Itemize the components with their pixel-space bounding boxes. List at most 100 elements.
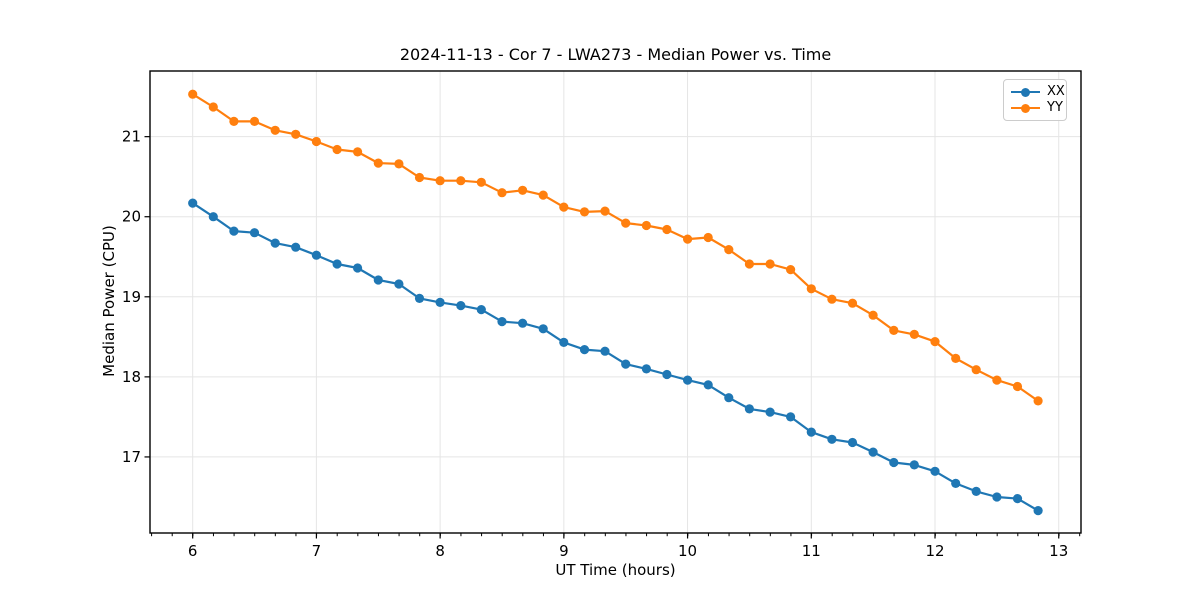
data-point xyxy=(291,242,301,252)
legend-marker-yy-icon xyxy=(1011,103,1040,113)
data-point xyxy=(786,265,796,275)
y-tick-label: 17 xyxy=(122,448,141,466)
legend-label-xx: XX xyxy=(1047,84,1065,99)
tick-labels: 6 7 8 9 10 11 12 13 17 18 19 20 21 xyxy=(122,128,1068,560)
data-point xyxy=(621,218,631,228)
data-point xyxy=(930,337,940,347)
data-point xyxy=(394,159,404,169)
data-point xyxy=(249,116,260,126)
data-point xyxy=(456,301,466,311)
data-point xyxy=(744,259,755,269)
data-point xyxy=(724,245,734,255)
y-tick-label: 21 xyxy=(122,128,141,146)
data-point xyxy=(868,310,878,320)
data-point xyxy=(703,232,713,243)
data-point xyxy=(270,238,280,248)
data-point xyxy=(786,412,796,422)
data-point xyxy=(579,207,590,217)
data-point xyxy=(373,158,383,168)
data-point xyxy=(951,353,961,363)
data-point xyxy=(518,185,528,195)
data-point xyxy=(497,188,507,198)
data-point xyxy=(559,202,569,212)
data-point xyxy=(621,359,631,369)
data-point xyxy=(683,234,693,244)
data-point xyxy=(641,220,652,231)
data-point xyxy=(971,486,981,496)
data-point xyxy=(559,337,569,347)
data-point xyxy=(435,176,445,186)
data-point xyxy=(600,346,610,356)
data-point xyxy=(703,380,713,390)
data-point xyxy=(909,460,919,470)
data-point xyxy=(765,259,775,269)
x-tick-label: 6 xyxy=(188,542,198,560)
data-point xyxy=(188,198,198,208)
data-point xyxy=(847,298,858,308)
data-point xyxy=(353,147,363,157)
data-point xyxy=(476,177,486,187)
data-point xyxy=(414,172,425,183)
data-point xyxy=(394,279,404,289)
data-point xyxy=(476,305,486,315)
legend-item-xx: XX xyxy=(1011,84,1065,100)
data-point xyxy=(311,136,321,147)
data-point xyxy=(662,369,672,380)
data-point xyxy=(1033,506,1043,516)
data-point xyxy=(188,89,198,99)
x-tick-label: 8 xyxy=(435,542,445,560)
series-xx xyxy=(188,198,1043,516)
data-point xyxy=(311,250,321,260)
data-point xyxy=(249,228,260,238)
y-tick-label: 20 xyxy=(122,208,141,226)
x-tick-label: 7 xyxy=(312,542,322,560)
data-point xyxy=(229,226,239,236)
x-tick-label: 11 xyxy=(802,542,821,560)
data-point xyxy=(992,492,1002,502)
gridlines xyxy=(150,71,1081,533)
data-point xyxy=(353,263,363,273)
data-point xyxy=(538,324,548,334)
x-tick-label: 9 xyxy=(559,542,569,560)
data-point xyxy=(847,437,858,448)
data-point xyxy=(1012,494,1023,504)
data-point xyxy=(951,478,961,488)
data-point xyxy=(229,116,239,126)
x-tick-label: 12 xyxy=(925,542,944,560)
data-point xyxy=(930,466,940,476)
x-tick-label: 10 xyxy=(678,542,697,560)
data-point xyxy=(518,318,528,328)
data-point xyxy=(414,293,425,303)
data-point xyxy=(435,297,445,307)
legend-item-yy: YY xyxy=(1011,100,1063,116)
legend-label-yy: YY xyxy=(1047,100,1063,115)
y-axis-label: Median Power (CPU) xyxy=(100,225,118,377)
data-point xyxy=(538,190,548,200)
data-point xyxy=(971,365,981,375)
chart-title: 2024-11-13 - Cor 7 - LWA273 - Median Pow… xyxy=(399,45,832,64)
legend-marker-xx-icon xyxy=(1011,87,1040,97)
data-point xyxy=(827,434,837,444)
data-point xyxy=(744,404,755,414)
data-point xyxy=(332,144,342,155)
data-point xyxy=(1012,381,1023,392)
data-point xyxy=(1033,396,1043,406)
legend: XX YY xyxy=(1003,79,1067,121)
data-point xyxy=(641,364,652,374)
data-point xyxy=(332,259,342,269)
axes-frame xyxy=(149,70,1082,534)
data-point xyxy=(291,129,301,139)
data-point xyxy=(868,447,878,457)
data-point xyxy=(889,457,899,468)
data-point xyxy=(208,102,218,112)
data-point xyxy=(270,125,280,135)
data-point xyxy=(497,317,507,327)
data-point xyxy=(683,375,693,385)
data-point xyxy=(992,375,1002,385)
data-point xyxy=(208,212,218,222)
data-point xyxy=(806,284,816,294)
x-tick-label: 13 xyxy=(1049,542,1068,560)
data-point xyxy=(373,275,383,285)
